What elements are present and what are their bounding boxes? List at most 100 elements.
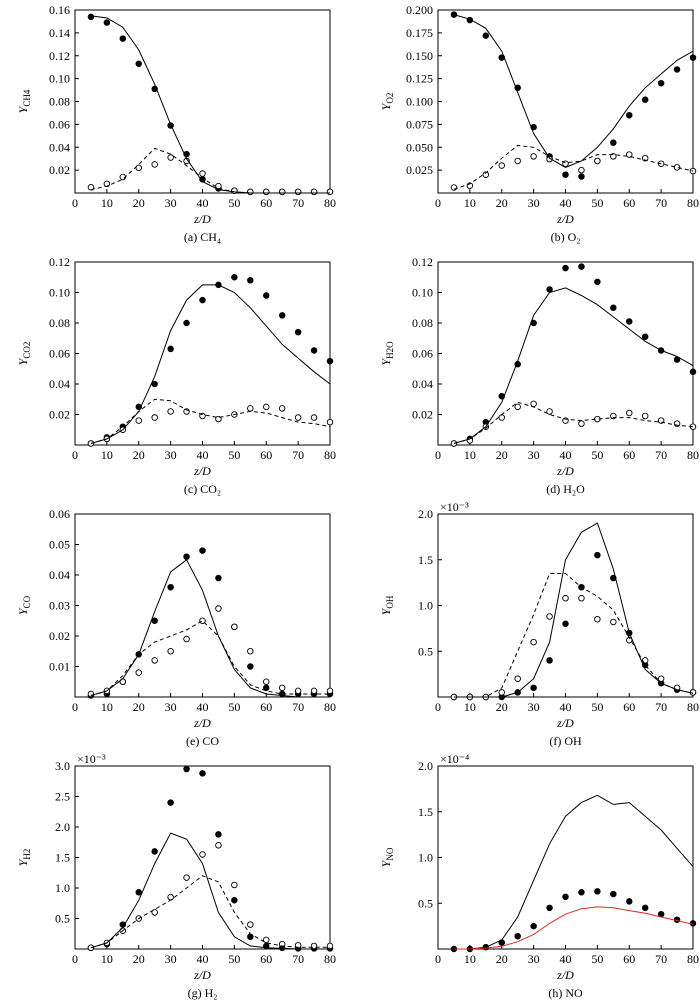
y-tick-label: 2.0 [55, 820, 70, 834]
x-tick-label: 30 [165, 700, 177, 714]
data-point [482, 171, 490, 178]
series-line [453, 522, 694, 698]
data-point [87, 184, 95, 191]
data-point [87, 690, 95, 698]
data-point [247, 921, 254, 928]
y-tick-label: 3.0 [55, 759, 70, 773]
series-line [90, 284, 331, 444]
y-tick-label: 0.06 [49, 507, 70, 521]
x-axis-label: z/D [556, 968, 574, 982]
series-line [90, 620, 330, 696]
y-label-sub: O2 [385, 93, 395, 104]
y-label-sub: OH [385, 595, 395, 608]
x-tick-label: 30 [528, 196, 540, 210]
data-point [641, 904, 649, 912]
y-tick-label: 0.02 [49, 408, 70, 422]
panel: 0 10 20 30 40 50 60 70 80 0.025 0.050 0.075 0.100 0.1… [379, 3, 699, 244]
data-point [641, 412, 649, 420]
series-line [90, 147, 330, 194]
x-tick-label: 80 [687, 196, 699, 210]
data-point [199, 296, 206, 304]
caption: (e) CO [186, 734, 219, 748]
data-point [657, 79, 665, 87]
y-label-main: Y [16, 858, 30, 866]
x-tick-label: 40 [560, 700, 572, 714]
data-point [530, 153, 537, 160]
x-axis-label: z/D [193, 464, 211, 478]
data-point [326, 357, 334, 365]
data-point [326, 687, 334, 695]
data-point [610, 574, 617, 582]
data-point [673, 164, 681, 171]
series-line [90, 832, 330, 950]
y-tick-label: 0.10 [49, 72, 70, 86]
data-point [215, 605, 222, 612]
data-point [562, 893, 569, 901]
y-axis-label: YCO [16, 595, 32, 615]
caption: (a) CH₄ [184, 230, 221, 244]
x-tick-label: 50 [228, 700, 240, 714]
data-point [578, 166, 585, 174]
data-point [263, 684, 270, 692]
data-point [183, 319, 190, 327]
data-point [546, 657, 553, 664]
data-point [263, 403, 270, 411]
data-point [167, 345, 174, 353]
y-tick-label: 0.175 [406, 26, 433, 40]
data-point [657, 675, 665, 682]
y-tick-label: 0.04 [49, 140, 70, 154]
series-line [453, 573, 694, 698]
data-point [167, 648, 174, 655]
panel: 0 10 20 30 40 50 60 70 80 0.5 1.0 1.5 2.0 ×10⁻³ z/D (f)… [379, 500, 699, 748]
data-point [294, 328, 302, 336]
x-tick-label: 60 [260, 700, 272, 714]
y-tick-label: 1.5 [55, 851, 70, 865]
data-point [578, 263, 585, 270]
x-tick-label: 60 [260, 196, 272, 210]
data-point [326, 942, 334, 950]
x-tick-label: 70 [292, 952, 304, 966]
x-tick-label: 10 [464, 196, 476, 210]
data-point [278, 405, 286, 412]
x-axis-label: z/D [193, 212, 211, 226]
panel: 0 10 20 30 40 50 60 70 80 0.5 1.0 1.5 2.0 ×10⁻⁴ z/D (h)… [379, 752, 699, 1000]
y-multiplier: ×10⁻⁴ [440, 752, 469, 766]
x-tick-label: 30 [528, 700, 540, 714]
data-point [183, 553, 190, 560]
data-point [562, 171, 569, 178]
data-point [514, 675, 521, 682]
data-point [151, 380, 158, 388]
data-point [626, 409, 633, 417]
x-tick-label: 80 [324, 196, 336, 210]
data-point [546, 613, 553, 620]
data-point [151, 617, 158, 625]
series-line [453, 287, 694, 444]
y-tick-label: 1.0 [55, 881, 70, 895]
data-point [610, 618, 617, 626]
data-point [514, 157, 521, 165]
y-tick-label: 0.12 [49, 49, 70, 63]
y-tick-label: 1.0 [418, 599, 433, 613]
data-point [562, 264, 569, 272]
data-point [562, 594, 569, 602]
data-point [498, 689, 506, 696]
caption: (b) O₂ [551, 230, 581, 244]
x-tick-label: 0 [435, 700, 441, 714]
data-point [546, 904, 553, 912]
data-point [87, 13, 95, 21]
data-point [167, 893, 174, 901]
x-tick-label: 0 [72, 448, 78, 462]
x-tick-label: 80 [324, 448, 336, 462]
data-point [310, 188, 318, 196]
x-tick-label: 80 [324, 952, 336, 966]
x-tick-label: 40 [560, 952, 572, 966]
data-point [310, 414, 318, 421]
x-tick-label: 40 [197, 196, 209, 210]
x-tick-label: 20 [496, 448, 508, 462]
y-tick-label: 2.5 [55, 790, 70, 804]
y-tick-label: 0.16 [49, 3, 70, 17]
x-tick-label: 60 [623, 448, 635, 462]
series-line [453, 794, 694, 950]
panel: 0 10 20 30 40 50 60 70 80 0.02 0.04 0.06 0.08 0.10 0.1… [16, 255, 336, 496]
